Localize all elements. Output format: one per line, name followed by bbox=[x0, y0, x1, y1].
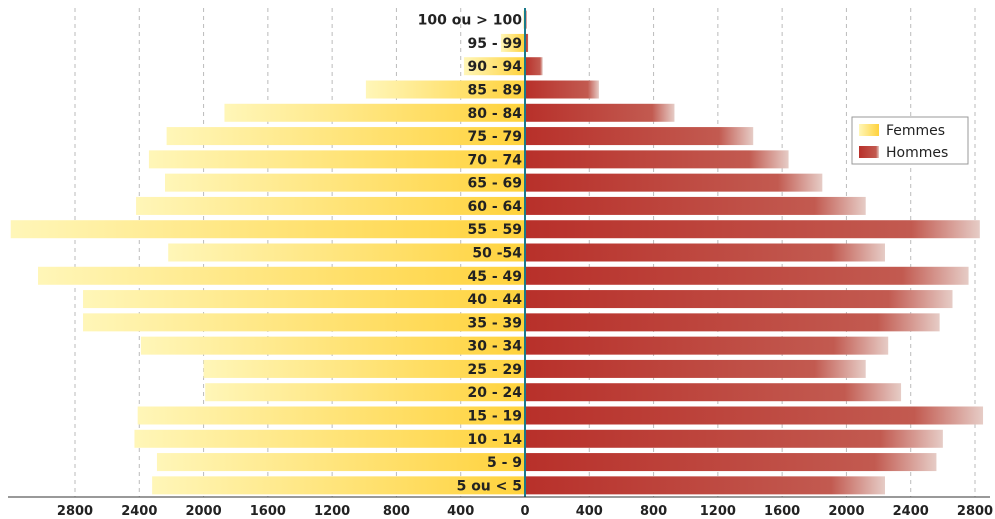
bar-hommes bbox=[525, 243, 885, 262]
bar-hommes bbox=[525, 150, 789, 169]
bar-hommes bbox=[525, 476, 885, 495]
legend-label-femmes: Femmes bbox=[886, 123, 945, 139]
x-tick-label: 2000 bbox=[185, 504, 221, 519]
x-tick-label: 0 bbox=[520, 504, 529, 519]
age-label: 35 - 39 bbox=[467, 315, 522, 331]
age-label: 55 - 59 bbox=[467, 222, 522, 238]
bar-femmes bbox=[83, 313, 526, 332]
x-tick-label: 1600 bbox=[764, 504, 800, 519]
bar-femmes bbox=[500, 33, 525, 52]
bar-hommes bbox=[525, 359, 866, 378]
age-label: 95 - 99 bbox=[467, 36, 522, 52]
age-label: 70 - 74 bbox=[467, 152, 522, 168]
bar-hommes bbox=[525, 220, 980, 239]
bar-hommes bbox=[525, 429, 943, 448]
x-tick-label: 800 bbox=[640, 504, 667, 519]
x-tick-label: 800 bbox=[383, 504, 410, 519]
bar-femmes bbox=[365, 80, 525, 99]
x-tick-label: 400 bbox=[447, 504, 474, 519]
bar-femmes bbox=[203, 359, 526, 378]
bar-femmes bbox=[134, 429, 525, 448]
legend-label-hommes: Hommes bbox=[886, 145, 948, 161]
age-label: 90 - 94 bbox=[467, 59, 522, 75]
bar-hommes bbox=[525, 57, 543, 76]
bar-femmes bbox=[136, 196, 526, 215]
bar-femmes bbox=[10, 220, 525, 239]
x-tick-label: 1200 bbox=[314, 504, 350, 519]
bar-femmes bbox=[38, 266, 526, 285]
age-label: 5 ou < 5 bbox=[457, 478, 522, 494]
bar-hommes bbox=[525, 313, 940, 332]
bar-hommes bbox=[525, 453, 937, 472]
age-label: 100 ou > 100 bbox=[418, 13, 523, 29]
age-label: 85 - 89 bbox=[467, 83, 522, 99]
bar-femmes bbox=[463, 57, 525, 76]
legend: Femmes Hommes bbox=[851, 116, 969, 165]
bar-femmes bbox=[166, 127, 525, 146]
bar-femmes bbox=[140, 336, 525, 355]
bar-hommes bbox=[525, 406, 984, 425]
bars-group bbox=[10, 10, 984, 495]
bar-hommes bbox=[525, 383, 902, 402]
bar-femmes bbox=[205, 383, 525, 402]
age-label: 20 - 24 bbox=[467, 385, 522, 401]
bar-hommes bbox=[525, 103, 675, 122]
x-tick-label: 1200 bbox=[700, 504, 736, 519]
age-label: 25 - 29 bbox=[467, 362, 522, 378]
bar-femmes bbox=[83, 290, 526, 309]
bar-hommes bbox=[525, 127, 754, 146]
x-tick-label: 2400 bbox=[893, 504, 929, 519]
age-label: 65 - 69 bbox=[467, 176, 522, 192]
bar-hommes bbox=[525, 33, 529, 52]
age-label: 15 - 19 bbox=[467, 409, 522, 425]
x-tick-label: 2000 bbox=[828, 504, 864, 519]
x-tick-label: 2800 bbox=[957, 504, 993, 519]
age-label: 50 -54 bbox=[472, 246, 522, 262]
bar-femmes bbox=[137, 406, 525, 425]
age-label: 60 - 64 bbox=[467, 199, 522, 215]
legend-swatch-hommes bbox=[859, 146, 879, 158]
bar-hommes bbox=[525, 336, 889, 355]
age-label: 30 - 34 bbox=[467, 339, 522, 355]
bar-hommes bbox=[525, 173, 823, 192]
x-tick-label: 2800 bbox=[57, 504, 93, 519]
bar-hommes bbox=[525, 80, 599, 99]
bar-femmes bbox=[156, 453, 525, 472]
age-label: 40 - 44 bbox=[467, 292, 522, 308]
bar-hommes bbox=[525, 290, 953, 309]
bar-femmes bbox=[165, 173, 525, 192]
legend-swatch-femmes bbox=[859, 124, 879, 136]
x-tick-label: 400 bbox=[576, 504, 603, 519]
age-label: 80 - 84 bbox=[467, 106, 522, 122]
x-tick-label: 2400 bbox=[121, 504, 157, 519]
bar-femmes bbox=[152, 476, 525, 495]
bar-femmes bbox=[224, 103, 525, 122]
bar-femmes bbox=[148, 150, 525, 169]
age-labels: 5 ou < 5 5 - 9 10 - 14 15 - 19 20 - 24 25 - 2… bbox=[418, 13, 523, 495]
age-label: 75 - 79 bbox=[467, 129, 522, 145]
age-label: 45 - 49 bbox=[467, 269, 522, 285]
age-label: 10 - 14 bbox=[467, 432, 522, 448]
x-tick-label: 1600 bbox=[250, 504, 286, 519]
bar-hommes bbox=[525, 266, 969, 285]
bar-femmes bbox=[168, 243, 525, 262]
bar-hommes bbox=[525, 196, 866, 215]
x-tick-labels: 2800 2400 2000 1600 1200 800 400 0 400 800 1200 160… bbox=[57, 504, 993, 519]
age-label: 5 - 9 bbox=[487, 455, 522, 471]
